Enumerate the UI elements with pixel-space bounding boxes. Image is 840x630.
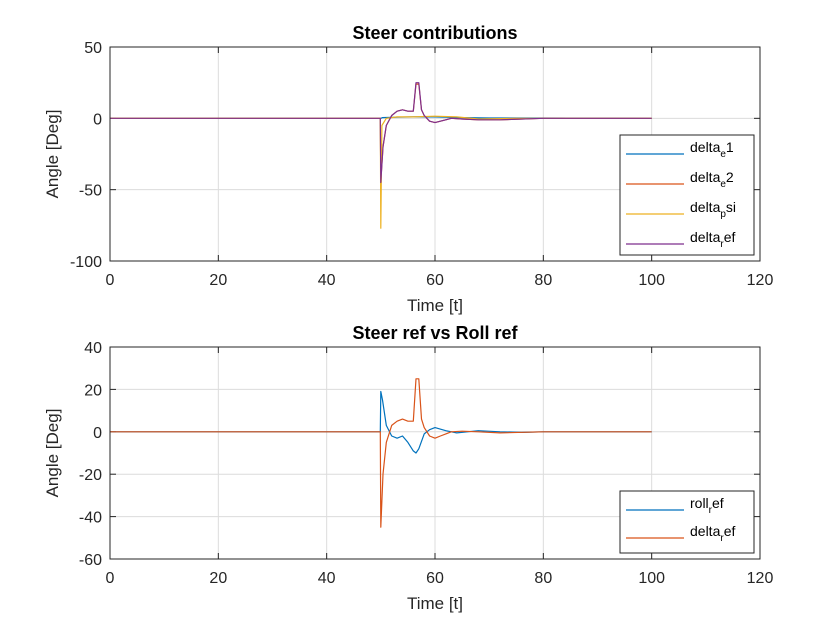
legend-entry-label: deltapsi [690,199,736,220]
x-tick-label: 0 [106,570,115,587]
y-axis-label: Angle [Deg] [43,409,62,498]
legend-box [619,490,755,554]
x-axis-label: Time [t] [407,296,463,315]
y-tick-label: -40 [79,510,102,527]
x-tick-label: 40 [318,272,336,289]
x-tick-label: 120 [747,272,774,289]
series-line-delta-ref [110,378,652,528]
plot-steer-ref-vs-roll-ref: 0 20 40 60 80 100 120 -60 -40 -20 0 20 40 Steer ref v… [43,323,773,613]
series-line-delta-psi [110,115,652,229]
y-tick-label: 40 [84,340,102,357]
x-tick-label: 0 [106,272,115,289]
plot-steer-contributions: 0 20 40 60 80 100 120 -100 -50 0 50 Steer contribut… [43,23,773,315]
legend-entry-label: deltae1 [690,139,734,160]
series-line-roll-ref [110,390,652,454]
x-tick-label: 80 [534,272,552,289]
x-axis-label: Time [t] [407,594,463,613]
y-tick-label: 20 [84,382,102,399]
legend-entry-label: deltaref [690,229,735,250]
legend-box [619,134,755,256]
x-tick-label: 20 [209,272,227,289]
x-tick-label: 100 [638,272,665,289]
x-tick-label: 100 [638,570,665,587]
x-tick-label: 60 [426,570,444,587]
y-tick-label: 0 [93,425,102,442]
x-tick-label: 80 [534,570,552,587]
y-tick-label: -100 [70,254,102,271]
x-tick-label: 60 [426,272,444,289]
series-line-delta-ref [110,82,652,184]
y-tick-label: -60 [79,552,102,569]
chart-title: Steer contributions [352,23,517,43]
legend-entry-label: deltaref [690,523,735,544]
x-tick-label: 40 [318,570,336,587]
legend: rollref deltaref [619,490,755,554]
axes-box [109,346,761,560]
legend: deltae1 deltae2 deltapsi deltaref [619,134,755,256]
legend-entry-label: rollref [690,495,724,516]
x-tick-label: 20 [209,570,227,587]
y-axis-label: Angle [Deg] [43,110,62,199]
x-tick-label: 120 [747,570,774,587]
y-tick-label: 0 [93,111,102,128]
y-tick-label: 50 [84,40,102,57]
legend-entry-label: deltae2 [690,169,734,190]
chart-title: Steer ref vs Roll ref [352,323,518,343]
y-tick-label: -20 [79,467,102,484]
axes-box [109,46,761,262]
y-tick-label: -50 [79,183,102,200]
